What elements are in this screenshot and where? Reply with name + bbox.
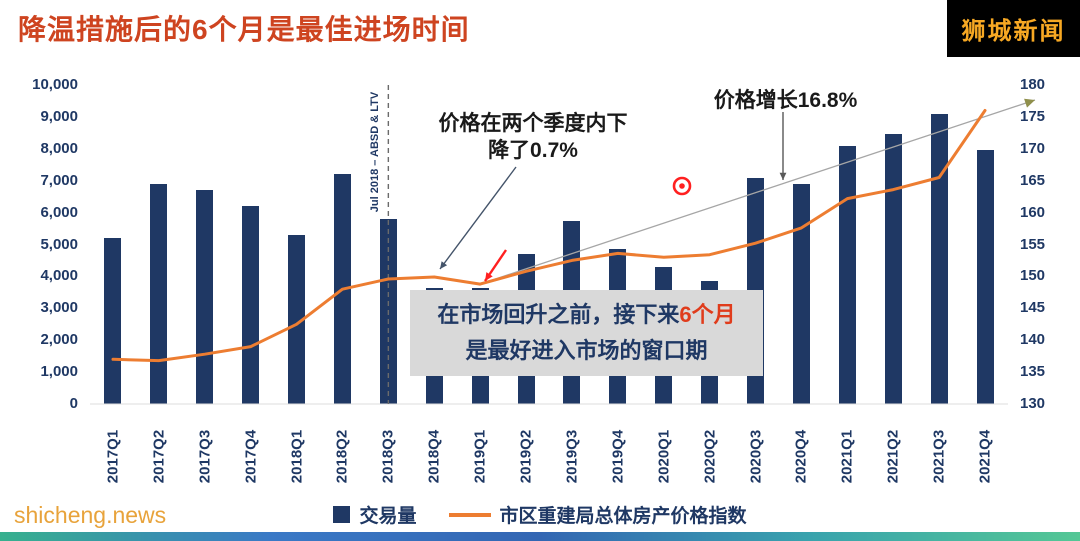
- bar-2018Q1: [288, 234, 306, 404]
- x-tick-2019Q3: 2019Q3: [563, 429, 581, 484]
- brand-badge: 狮城新闻: [947, 0, 1080, 57]
- y-left-tick-7,000: 7,000: [40, 171, 78, 189]
- price-index-swatch-icon: [448, 512, 491, 517]
- y-right-tick-135: 135: [1020, 363, 1046, 381]
- y-right-tick-165: 165: [1020, 171, 1046, 189]
- y-right-tick-175: 175: [1020, 107, 1046, 125]
- brand-name: 狮城新闻: [961, 18, 1066, 45]
- x-tick-2021Q1: 2021Q1: [838, 429, 856, 484]
- callout-box: 在市场回升之前，接下来6个月 是最好进入市场的窗口期: [410, 290, 763, 376]
- price-drop-leader-arrow: [439, 166, 517, 270]
- bar-2017Q2: [150, 183, 168, 404]
- price-drop-note: 价格在两个季度内下 降了0.7%: [423, 110, 643, 164]
- x-tick-2021Q2: 2021Q2: [884, 429, 902, 484]
- callout-line1-highlight: 6个月: [679, 302, 736, 327]
- page-title: 降温措施后的6个月是最佳进场时间: [18, 14, 470, 45]
- x-tick-2020Q2: 2020Q2: [701, 429, 719, 484]
- trend-arrow: [479, 99, 1036, 285]
- bar-2017Q3: [196, 190, 214, 404]
- x-tick-2020Q1: 2020Q1: [655, 429, 673, 484]
- x-tick-2017Q3: 2017Q3: [196, 429, 214, 484]
- x-tick-2018Q4: 2018Q4: [425, 429, 443, 484]
- y-right-tick-145: 145: [1020, 299, 1046, 317]
- y-left-tick-2,000: 2,000: [40, 331, 78, 349]
- y-left-tick-8,000: 8,000: [40, 139, 78, 157]
- y-left-tick-4,000: 4,000: [40, 267, 78, 285]
- y-right-tick-130: 130: [1020, 395, 1046, 412]
- price-drop-leader-arrow-head: [440, 261, 448, 269]
- bar-2017Q4: [242, 206, 260, 404]
- x-tick-2020Q4: 2020Q4: [792, 429, 810, 484]
- bar-2017Q1: [104, 238, 122, 404]
- x-tick-2017Q2: 2017Q2: [150, 429, 168, 484]
- trend-arrow-head: [1024, 98, 1035, 108]
- y-right-tick-180: 180: [1020, 76, 1046, 93]
- x-tick-2017Q1: 2017Q1: [104, 429, 122, 484]
- volume-swatch-icon: [333, 506, 351, 523]
- legend-price-index-label: 市区重建局总体房产价格指数: [499, 506, 747, 527]
- y-right-tick-170: 170: [1020, 139, 1046, 157]
- y-right-tick-155: 155: [1020, 235, 1046, 253]
- price-index-line: [111, 109, 987, 363]
- price-growth-leader-arrow-head: [779, 172, 787, 180]
- price-drop-note-line2: 降了0.7%: [488, 139, 578, 162]
- bar-2021Q3: [930, 113, 948, 404]
- y-right-tick-150: 150: [1020, 267, 1046, 285]
- y-left-tick-1,000: 1,000: [40, 363, 78, 381]
- y-right-tick-160: 160: [1020, 203, 1046, 221]
- legend: 交易量 市区重建局总体房产价格指数: [0, 501, 1080, 528]
- x-tick-2019Q4: 2019Q4: [609, 429, 627, 484]
- callout-line1-text: 在市场回升之前，接下来: [437, 302, 680, 327]
- bar-2021Q2: [884, 134, 902, 404]
- policy-event-label: Jul 2018 – ABSD & LTV: [369, 91, 381, 213]
- y-left-tick-3,000: 3,000: [40, 299, 78, 317]
- watermark: shicheng.news: [14, 502, 167, 528]
- laser-pointer-dot: [679, 183, 685, 189]
- legend-volume-label: 交易量: [359, 506, 417, 527]
- bottom-gradient-strip: [0, 532, 1080, 541]
- price-growth-note: 价格增长16.8%: [713, 89, 858, 112]
- y-left-tick-10,000: 10,000: [32, 76, 78, 93]
- x-tick-2017Q4: 2017Q4: [242, 429, 260, 484]
- x-tick-2021Q3: 2021Q3: [930, 429, 948, 484]
- y-left-tick-9,000: 9,000: [40, 107, 78, 125]
- bar-2021Q1: [838, 145, 856, 404]
- x-tick-2019Q1: 2019Q1: [471, 429, 489, 484]
- bar-2020Q4: [792, 183, 810, 404]
- y-left-tick-6,000: 6,000: [40, 203, 78, 221]
- x-tick-2021Q4: 2021Q4: [976, 429, 994, 484]
- x-tick-2018Q2: 2018Q2: [333, 429, 351, 484]
- price-drop-red-arrow-head: [485, 272, 493, 281]
- y-right-tick-140: 140: [1020, 331, 1046, 349]
- legend-item-price-index: 市区重建局总体房产价格指数: [448, 501, 747, 528]
- x-tick-2020Q3: 2020Q3: [747, 429, 765, 484]
- y-left-tick-0: 0: [69, 395, 78, 412]
- callout-line1: 在市场回升之前，接下来6个月: [437, 297, 735, 333]
- x-tick-2018Q1: 2018Q1: [288, 429, 306, 484]
- laser-pointer-ring: [672, 176, 692, 196]
- bar-2021Q4: [976, 150, 994, 404]
- price-drop-note-line1: 价格在两个季度内下: [438, 112, 628, 135]
- y-left-tick-5,000: 5,000: [40, 235, 78, 253]
- x-tick-2019Q2: 2019Q2: [517, 429, 535, 484]
- x-tick-2018Q3: 2018Q3: [379, 429, 397, 484]
- callout-line2: 是最好进入市场的窗口期: [465, 338, 708, 363]
- legend-item-volume: 交易量: [333, 501, 417, 528]
